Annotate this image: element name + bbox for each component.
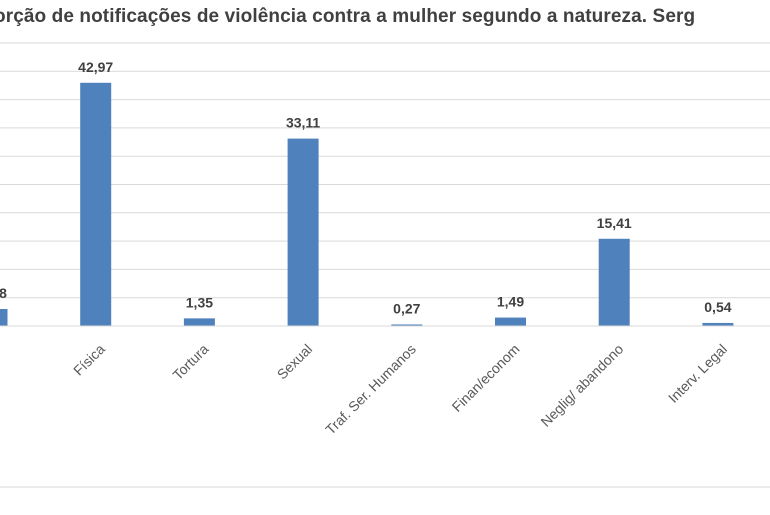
data-label: 15,41 bbox=[597, 215, 632, 231]
category-label: Traf. Ser. Humanos bbox=[322, 341, 419, 438]
category-label: Tortura bbox=[169, 341, 211, 383]
category-label: Neglig/ abandono bbox=[537, 341, 626, 430]
chart-title: orção de notificações de violência contr… bbox=[0, 6, 696, 27]
category-label: Física bbox=[70, 341, 108, 379]
bar bbox=[702, 322, 734, 326]
category-label: Finan/econom bbox=[449, 341, 523, 415]
data-label: 0,54 bbox=[704, 299, 731, 315]
data-label: 0,27 bbox=[393, 300, 420, 316]
gridlines bbox=[0, 42, 770, 299]
bar bbox=[598, 238, 630, 326]
category-labels: Física Tortura Sexual Traf. Ser. Humanos Fin… bbox=[70, 341, 730, 438]
bar bbox=[183, 318, 215, 326]
data-label: 1,49 bbox=[497, 294, 524, 310]
bar bbox=[391, 324, 423, 326]
bars bbox=[0, 82, 734, 327]
bar bbox=[80, 82, 112, 327]
data-label: 33,11 bbox=[286, 115, 320, 131]
data-label: 1,35 bbox=[186, 294, 213, 310]
data-label: 42,97 bbox=[78, 59, 113, 75]
bar bbox=[0, 309, 8, 326]
data-labels: 8 42,97 1,35 33,11 0,27 1,49 15,41 0,54 bbox=[0, 59, 732, 317]
data-label: 8 bbox=[0, 285, 7, 301]
category-label: Interv. Legal bbox=[665, 341, 730, 406]
bar bbox=[287, 138, 319, 326]
category-label: Sexual bbox=[274, 341, 316, 383]
bar bbox=[495, 317, 526, 326]
